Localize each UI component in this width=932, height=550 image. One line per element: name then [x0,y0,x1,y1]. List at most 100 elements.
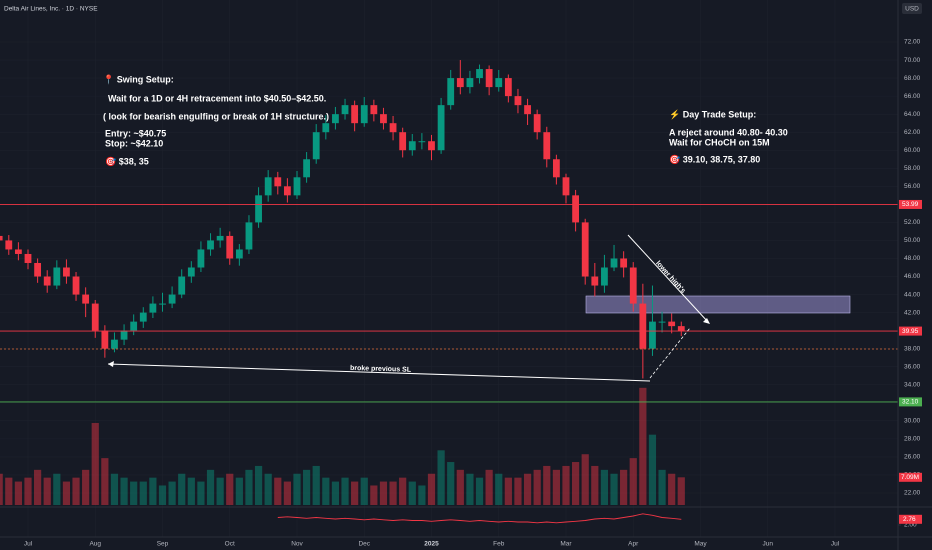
volume-bar [235,477,243,505]
arrow-broke [107,363,651,382]
volume-bar [110,473,119,505]
annotation: 📍 Swing Setup: [103,73,174,84]
candle-body [82,294,90,304]
y-tick-label: 52.00 [904,219,921,226]
volume-bar [331,481,340,505]
volume-tag [899,472,922,482]
currency: USD [905,6,919,13]
price-tag [899,326,922,336]
y-tick-label: 72.00 [904,39,921,46]
y-tick-label: 70.00 [904,57,921,64]
chart-title: Delta Air Lines, Inc. · 1D · NYSE [4,6,98,13]
x-tick-label: 2025 [424,541,439,548]
volume-bar [274,477,282,505]
x-tick-label: Jul [831,541,840,548]
supply-zone [585,295,851,314]
y-tick-label: 26.00 [904,454,921,461]
price-tag-label: 53.99 [902,201,919,208]
x-tick-label: Jun [762,541,773,548]
volume-bar [523,473,532,505]
candle-body [658,321,666,323]
volume-bar [639,387,647,505]
annotation: Wait for a 1D or 4H retracement into $40… [108,93,326,103]
volume-bar [475,477,484,505]
volume-bar [360,477,368,505]
x-tick-label: Oct [225,541,235,548]
candle-body [130,321,138,331]
candle-body [437,105,445,151]
candle-body [72,276,80,295]
y-tick-label: 28.00 [904,436,921,443]
annotation: Entry: ~$40.75 [105,128,166,138]
candle-body [428,141,435,151]
price-tag-label: 32.10 [902,399,919,406]
candle-body [456,78,464,88]
volume-bar [389,481,397,505]
candle-body [187,267,195,277]
candle-body [293,177,301,196]
volume-bar [600,469,609,505]
volume-bar [379,481,388,505]
indicator-tick-label: 2.00 [904,522,917,529]
volume-bar [5,477,13,505]
candle-body [591,276,599,286]
candle-body [581,222,589,277]
volume-bar [101,458,109,505]
annotation: 🎯 39.10, 38.75, 37.80 [669,154,760,164]
annotation: Stop: ~$42.10 [105,138,163,148]
candle-body [120,330,128,340]
volume-bar [437,450,445,505]
volume-bar [341,477,349,505]
candle-body [610,258,618,268]
x-tick-label: Apr [628,541,639,548]
annotation: ⚡ Day Trade Setup: [669,108,756,120]
y-tick-label: 66.00 [904,93,921,100]
volume-bar [206,469,215,505]
x-tick-label: Jul [24,541,33,548]
y-tick-label: 34.00 [904,381,921,388]
candle-body [485,69,493,88]
volume-bar [485,469,493,505]
volume-bar [629,458,637,505]
candle-body [389,123,397,133]
x-tick-label: Sep [157,541,169,548]
volume-bar [312,465,320,505]
candle-body [91,303,99,331]
volume-bar [120,477,128,505]
candle-body [255,195,262,223]
candle-body [159,303,166,305]
candle-body [620,258,628,268]
candle-body [466,78,474,88]
annotation: ( look for bearish engulfing or break of… [103,111,329,121]
candle-body [399,132,407,151]
candle-body [168,294,176,304]
volume-bar [34,469,42,505]
x-tick-label: Mar [560,541,572,548]
volume-bar [216,477,224,505]
volume-bar [504,477,512,505]
volume-bar [283,481,291,505]
y-tick-label: 62.00 [904,129,921,136]
volume-bar [447,462,455,505]
indicator-tag [899,514,922,524]
volume-bar [514,477,522,505]
x-tick-label: Aug [89,541,101,548]
annotation: broke previous SL [350,365,412,374]
volume-bar [552,469,560,505]
candle-body [504,78,512,97]
candle-body [207,240,214,250]
price-tag [899,397,922,407]
volume-bar [264,473,272,505]
plot [0,60,898,524]
candle-body [341,105,349,115]
volume-bar [82,469,90,505]
volume-bar [427,473,436,505]
candle-body [408,141,416,151]
candle-body [312,132,320,160]
candle-body [303,159,311,178]
candle-body [226,235,234,259]
candle-body [418,141,426,143]
candle-body [149,303,157,313]
candle-body [43,276,51,286]
